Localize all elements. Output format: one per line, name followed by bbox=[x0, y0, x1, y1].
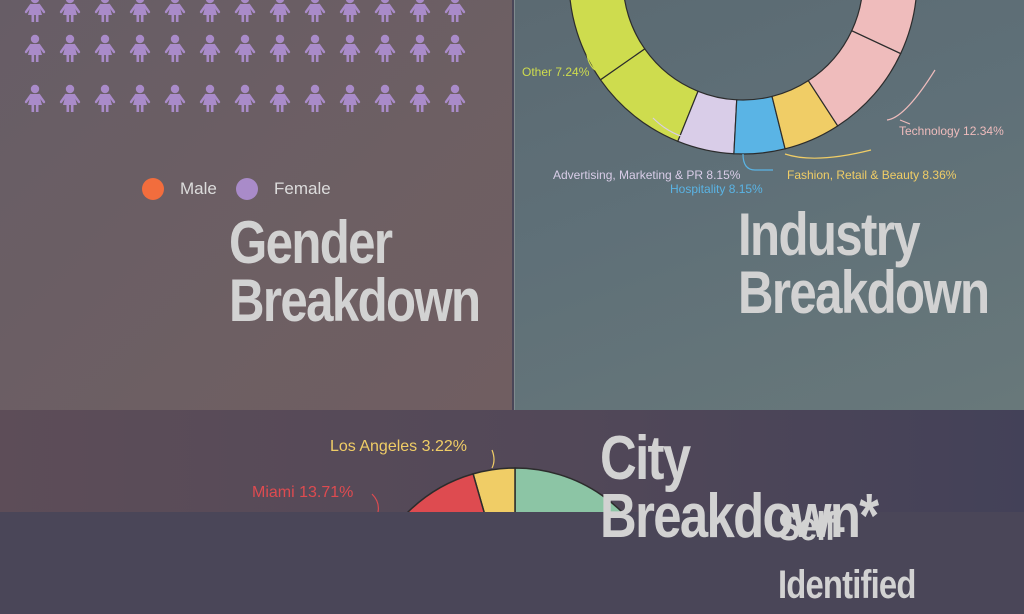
female-icon bbox=[409, 84, 431, 112]
female-legend-label: Female bbox=[274, 179, 331, 198]
female-icon bbox=[269, 0, 291, 22]
female-icon-grid bbox=[24, 0, 466, 112]
gender-panel: Male Female Gender Breakdown bbox=[0, 0, 512, 410]
female-icon bbox=[129, 84, 151, 112]
leader-technology bbox=[886, 69, 936, 125]
female-icon bbox=[59, 34, 81, 62]
city-subtitle: Self-Identified bbox=[778, 505, 916, 607]
city-label-miami: Miami 13.71% bbox=[252, 484, 354, 501]
female-icon bbox=[94, 84, 116, 112]
female-icon bbox=[164, 0, 186, 22]
industry-label-hospitality: Hospitality 8.15% bbox=[670, 182, 763, 196]
industry-slice-technology-ext bbox=[850, 0, 917, 55]
gender-title-line1: Gender bbox=[229, 209, 393, 276]
gender-title: Gender Breakdown bbox=[229, 209, 481, 334]
female-icon bbox=[269, 34, 291, 62]
female-icon bbox=[339, 84, 361, 112]
industry-label-technology: Technology 12.34% bbox=[899, 124, 1004, 138]
leader-other bbox=[586, 41, 596, 71]
leader-fashion bbox=[784, 149, 872, 159]
female-icon bbox=[24, 0, 46, 22]
industry-label-advertising: Advertising, Marketing & PR 8.15% bbox=[553, 168, 741, 182]
female-icon bbox=[339, 0, 361, 22]
city-pie-chart bbox=[371, 449, 623, 512]
city-slice-other bbox=[514, 467, 623, 512]
female-icon bbox=[129, 34, 151, 62]
female-icon bbox=[129, 0, 151, 22]
female-icon bbox=[199, 0, 221, 22]
industry-label-fashion: Fashion, Retail & Beauty 8.36% bbox=[787, 168, 957, 182]
female-icon bbox=[234, 0, 256, 22]
female-icon bbox=[304, 0, 326, 22]
female-icon bbox=[269, 84, 291, 112]
city-panel: Los Angeles 3.22% Miami 13.71% City Brea… bbox=[0, 410, 1024, 607]
female-icon bbox=[234, 84, 256, 112]
female-icon bbox=[374, 84, 396, 112]
female-icon bbox=[444, 34, 466, 62]
female-icon bbox=[164, 84, 186, 112]
gender-title-line2: Breakdown bbox=[229, 267, 481, 334]
female-icon bbox=[339, 34, 361, 62]
female-icon bbox=[409, 34, 431, 62]
female-icon bbox=[374, 0, 396, 22]
female-icon bbox=[24, 34, 46, 62]
female-icon bbox=[444, 84, 466, 112]
female-legend-dot bbox=[236, 178, 258, 200]
female-icon bbox=[164, 34, 186, 62]
leader-advertising bbox=[652, 117, 706, 141]
female-icon bbox=[59, 84, 81, 112]
male-legend-dot bbox=[142, 178, 164, 200]
leader-miami bbox=[371, 493, 379, 512]
female-icon bbox=[94, 34, 116, 62]
female-icon bbox=[409, 0, 431, 22]
industry-title: Industry Breakdown bbox=[738, 201, 990, 326]
industry-title-line1: Industry bbox=[738, 201, 921, 268]
female-icon bbox=[59, 0, 81, 22]
industry-label-other: Other 7.24% bbox=[522, 65, 590, 79]
female-icon bbox=[304, 84, 326, 112]
city-label-los-angeles: Los Angeles 3.22% bbox=[330, 438, 467, 455]
female-icon bbox=[444, 0, 466, 22]
leader-los-angeles bbox=[491, 449, 495, 469]
female-icon bbox=[234, 34, 256, 62]
industry-donut-chart bbox=[569, 0, 936, 171]
city-slice-miami bbox=[407, 472, 485, 512]
female-icon bbox=[94, 0, 116, 22]
industry-panel: Other 7.24% Technology 12.34% Advertisin… bbox=[514, 0, 1024, 410]
female-icon bbox=[199, 84, 221, 112]
female-icon bbox=[304, 34, 326, 62]
female-icon bbox=[24, 84, 46, 112]
female-icon bbox=[199, 34, 221, 62]
industry-title-line2: Breakdown bbox=[738, 259, 990, 326]
leader-hospitality bbox=[742, 153, 773, 171]
female-icon bbox=[374, 34, 396, 62]
male-legend-label: Male bbox=[180, 179, 217, 198]
